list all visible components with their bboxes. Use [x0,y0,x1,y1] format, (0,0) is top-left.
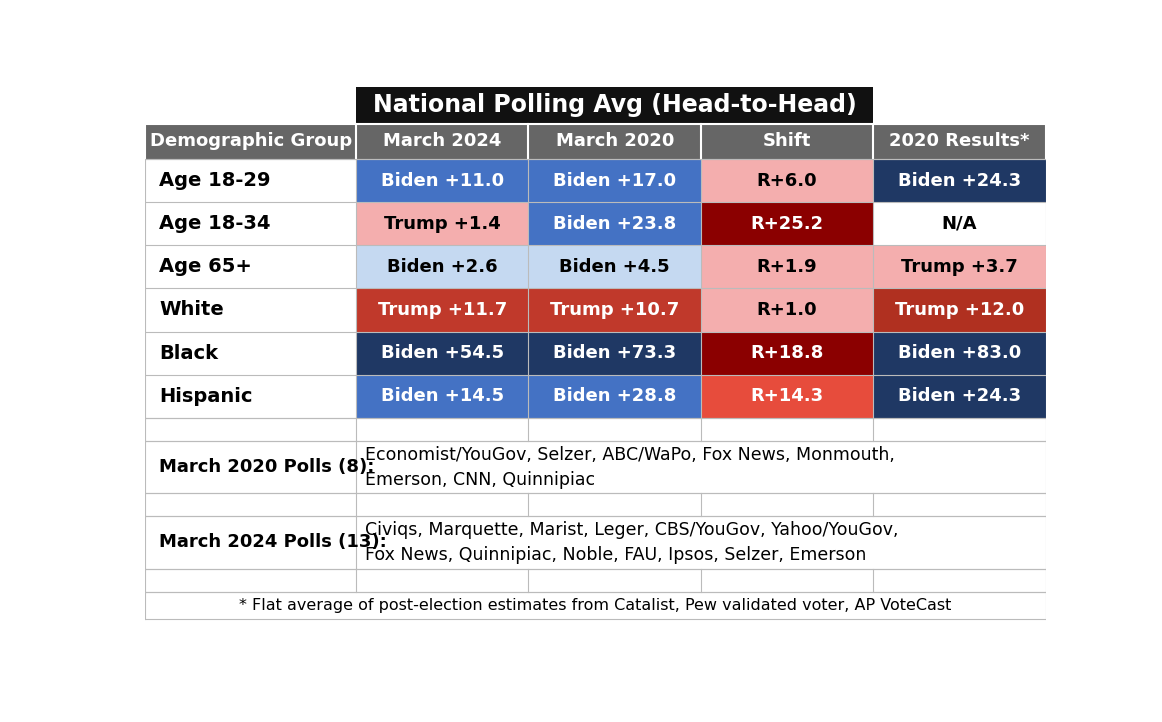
Text: March 2020 Polls (8):: March 2020 Polls (8): [159,458,374,476]
Bar [145,288,356,331]
Bar [145,375,356,418]
Text: Civiqs, Marquette, Marist, Leger, CBS/YouGov, Yahoo/YouGov,
Fox News, Quinnipiac: Civiqs, Marquette, Marist, Leger, CBS/Yo… [365,521,899,564]
Text: Biden +54.5: Biden +54.5 [381,344,504,362]
Text: R+1.0: R+1.0 [756,301,817,319]
Text: R+1.9: R+1.9 [756,258,817,276]
Text: Age 18-29: Age 18-29 [159,171,271,190]
Text: Age 18-34: Age 18-34 [159,214,271,233]
Text: Biden +4.5: Biden +4.5 [559,258,670,276]
Text: Biden +73.3: Biden +73.3 [553,344,676,362]
Bar [529,375,701,418]
Text: R+14.3: R+14.3 [751,387,824,405]
Bar [701,245,874,288]
Text: Biden +24.3: Biden +24.3 [898,172,1021,190]
Bar [701,159,874,202]
Text: Age 65+: Age 65+ [159,257,252,277]
Text: Biden +23.8: Biden +23.8 [553,214,676,232]
Text: Biden +11.0: Biden +11.0 [381,172,504,190]
Text: 2020 Results*: 2020 Results* [889,132,1030,150]
Bar [874,288,1046,331]
Bar [356,202,529,245]
Bar [874,331,1046,375]
Text: March 2024: March 2024 [383,132,502,150]
Text: R+18.8: R+18.8 [751,344,824,362]
Bar [529,159,701,202]
Text: Biden +17.0: Biden +17.0 [553,172,676,190]
Text: Biden +2.6: Biden +2.6 [387,258,497,276]
Bar [356,87,874,123]
Text: Trump +11.7: Trump +11.7 [378,301,507,319]
Bar [529,331,701,375]
Text: National Polling Avg (Head-to-Head): National Polling Avg (Head-to-Head) [373,93,856,117]
Bar [356,245,529,288]
Bar [874,123,1046,159]
Bar [145,331,356,375]
Bar [701,375,874,418]
Text: Trump +1.4: Trump +1.4 [383,214,501,232]
Text: * Flat average of post-election estimates from Catalist, Pew validated voter, AP: * Flat average of post-election estimate… [239,598,952,613]
Bar [529,123,701,159]
Text: N/A: N/A [942,214,977,232]
Bar [701,202,874,245]
Text: March 2020: March 2020 [555,132,674,150]
Bar [529,202,701,245]
Bar [356,375,529,418]
Bar [145,202,356,245]
Text: Economist/YouGov, Selzer, ABC/WaPo, Fox News, Monmouth,
Emerson, CNN, Quinnipiac: Economist/YouGov, Selzer, ABC/WaPo, Fox … [365,445,895,489]
Bar [529,288,701,331]
Bar [874,245,1046,288]
Text: Trump +12.0: Trump +12.0 [895,301,1024,319]
Bar [145,159,356,202]
Bar [874,375,1046,418]
Bar [356,123,529,159]
Bar [874,202,1046,245]
Bar [356,331,529,375]
Bar [874,159,1046,202]
Text: Demographic Group: Demographic Group [150,132,352,150]
Bar [356,288,529,331]
Bar [356,159,529,202]
Text: Trump +10.7: Trump +10.7 [550,301,680,319]
Text: White: White [159,300,224,319]
Text: Black: Black [159,344,218,362]
Bar [701,331,874,375]
Text: Hispanic: Hispanic [159,387,252,406]
Bar [145,245,356,288]
Text: Biden +14.5: Biden +14.5 [381,387,504,405]
Text: Biden +83.0: Biden +83.0 [898,344,1021,362]
Bar [529,245,701,288]
Text: Biden +28.8: Biden +28.8 [553,387,676,405]
Text: Trump +3.7: Trump +3.7 [902,258,1018,276]
Bar [701,288,874,331]
Text: Shift: Shift [763,132,811,150]
Text: Biden +24.3: Biden +24.3 [898,387,1021,405]
Bar [145,123,356,159]
Text: March 2024 Polls (13):: March 2024 Polls (13): [159,534,387,552]
Bar [701,123,874,159]
Text: R+25.2: R+25.2 [751,214,824,232]
Text: R+6.0: R+6.0 [756,172,817,190]
